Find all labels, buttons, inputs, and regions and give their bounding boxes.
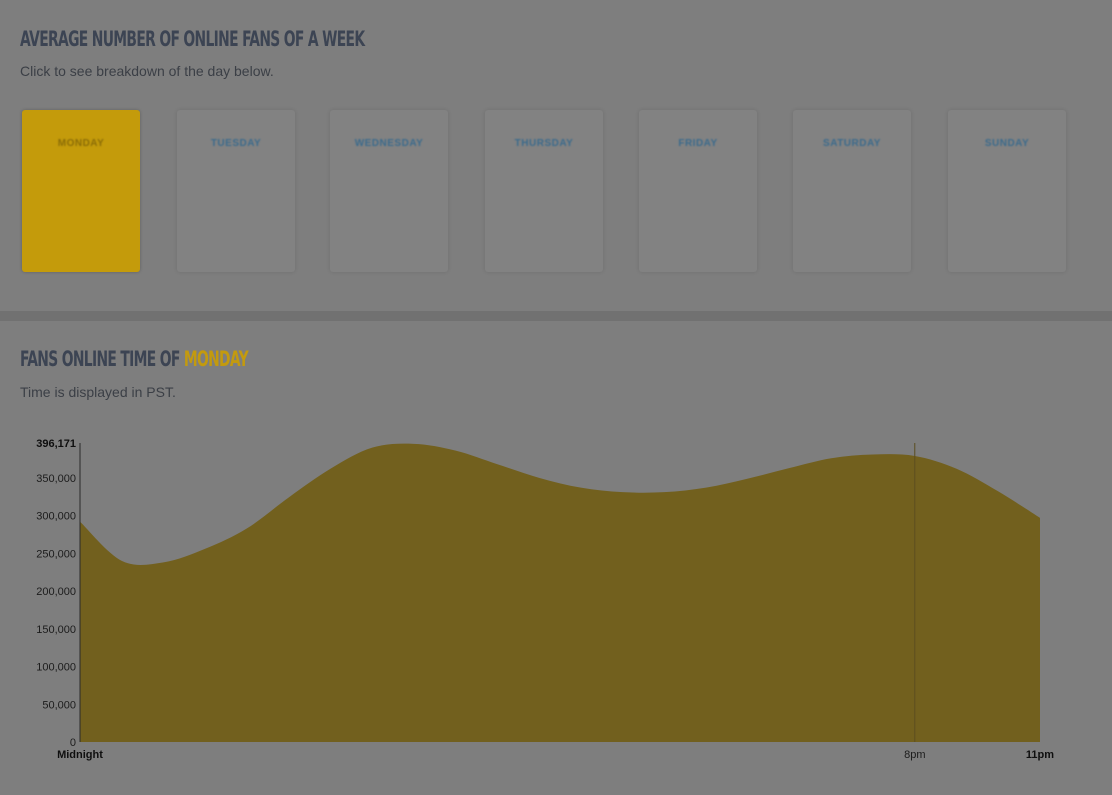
week-panel: AVERAGE NUMBER OF ONLINE FANS OF A WEEK … <box>0 0 1112 311</box>
chart-title: FANS ONLINE TIME OF MONDAY <box>20 347 249 371</box>
selected-day: MONDAY <box>183 347 249 371</box>
day-card-name: TUESDAY <box>210 138 262 149</box>
y-tick-label: 250,000 <box>36 548 76 560</box>
week-title: AVERAGE NUMBER OF ONLINE FANS OF A WEEK <box>20 27 365 51</box>
x-tick-label: 8pm <box>904 749 925 761</box>
chart-panel: FANS ONLINE TIME OF MONDAY Time is displ… <box>0 321 1112 795</box>
day-card-name: SUNDAY <box>984 138 1030 149</box>
y-tick-label: 50,000 <box>42 699 76 711</box>
y-axis-ticks: 0 50,000 100,000 150,000 200,000 250,000 300,0… <box>36 438 76 749</box>
day-card-name: MONDAY <box>57 138 105 149</box>
y-tick-label: 350,000 <box>36 473 76 485</box>
y-tick-label: 0 <box>70 737 76 749</box>
section-divider <box>0 311 1112 321</box>
y-tick-label: 150,000 <box>36 624 76 636</box>
day-cards: MONDAY TUESDAY WEDNESDAY THURSDAY FRIDAY <box>22 110 1082 272</box>
y-tick-label: 200,000 <box>36 586 76 598</box>
fans-online-area <box>80 443 1040 742</box>
day-card-thursday[interactable]: THURSDAY <box>485 110 603 272</box>
day-card-friday[interactable]: FRIDAY <box>639 110 757 272</box>
y-tick-label: 100,000 <box>36 662 76 674</box>
fans-online-area-chart[interactable]: 0 50,000 100,000 150,000 200,000 250,000 300,0… <box>0 321 1112 795</box>
chart-subtitle: Time is displayed in PST. <box>20 384 176 400</box>
x-tick-label: Midnight <box>57 749 103 761</box>
day-card-name: SATURDAY <box>823 138 881 149</box>
day-card-monday[interactable]: MONDAY <box>22 110 140 272</box>
y-tick-label: 396,171 <box>36 438 76 450</box>
day-card-tuesday[interactable]: TUESDAY <box>177 110 295 272</box>
day-card-name: FRIDAY <box>678 138 718 149</box>
day-card-saturday[interactable]: SATURDAY <box>793 110 911 272</box>
x-tick-label: 11pm <box>1026 749 1054 761</box>
x-axis-ticks: Midnight 8pm 11pm <box>57 749 1054 761</box>
day-card-name: THURSDAY <box>514 138 574 149</box>
chart-title-prefix: FANS ONLINE TIME OF <box>20 347 184 371</box>
day-card-wednesday[interactable]: WEDNESDAY <box>330 110 448 272</box>
y-tick-label: 300,000 <box>36 511 76 523</box>
week-subtitle: Click to see breakdown of the day below. <box>20 63 274 79</box>
day-card-name: WEDNESDAY <box>354 138 424 149</box>
day-card-sunday[interactable]: SUNDAY <box>948 110 1066 272</box>
